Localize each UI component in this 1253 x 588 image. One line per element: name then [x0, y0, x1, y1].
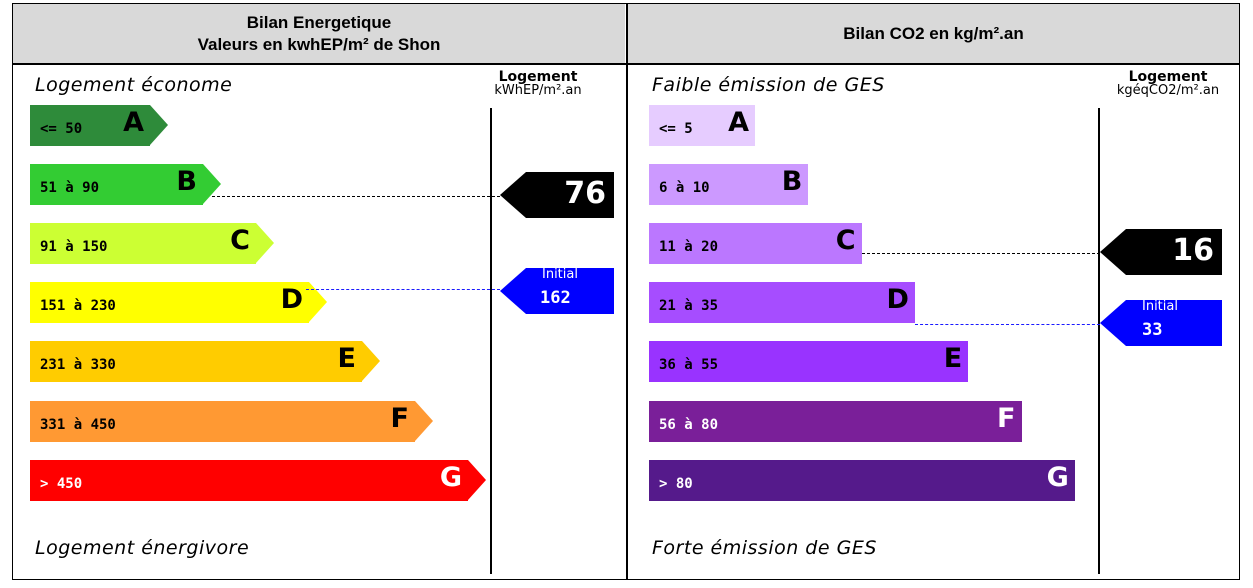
ges-band-range: 56 à 80 — [659, 417, 719, 433]
energy-header: Bilan Energetique Valeurs en kwhEP/m² de… — [13, 4, 625, 63]
energy-initial-marker: Initial 162 — [500, 267, 614, 314]
ges-band-f: 56 à 80 F — [649, 401, 1022, 442]
energy-band-arrow — [150, 105, 168, 145]
energy-band-range: 231 à 330 — [40, 357, 116, 373]
ges-band-e: 36 à 55 E — [649, 341, 969, 382]
energy-initial-value: 162 — [540, 288, 571, 308]
ges-column-unit: kgéqCO2/m².an — [1116, 83, 1220, 98]
ges-band-letter: G — [1046, 462, 1069, 493]
energy-band-letter: F — [390, 403, 409, 434]
energy-band-range: 91 à 150 — [40, 239, 108, 255]
ges-column-line — [1098, 108, 1100, 574]
energy-band-letter: C — [230, 225, 250, 256]
energy-band-c: 91 à 150 C — [30, 223, 274, 264]
header-separator — [12, 63, 1240, 65]
ges-initial-leader — [915, 324, 1100, 325]
ges-band-letter: B — [781, 166, 803, 197]
energy-band-range: 151 à 230 — [40, 298, 116, 314]
energy-band-arrow — [468, 460, 486, 500]
energy-top-label: Logement économe — [35, 74, 233, 96]
ges-band-letter: F — [997, 403, 1016, 434]
ges-band-b: 6 à 10 B — [649, 164, 809, 205]
ges-band-letter: C — [835, 225, 856, 256]
energy-current-marker: 76 — [500, 172, 614, 218]
ges-band-range: <= 5 — [659, 121, 693, 137]
ges-current-marker-tip — [1100, 229, 1126, 275]
energy-band-arrow — [309, 282, 327, 322]
ges-band-g: > 80 G — [649, 460, 1075, 501]
energy-band-a: <= 50 A — [30, 105, 168, 146]
ges-top-label: Faible émission de GES — [652, 74, 885, 96]
ges-band-letter: E — [943, 343, 963, 374]
ges-band-d: 21 à 35 D — [649, 282, 915, 323]
ges-column-head: Logement kgéqCO2/m².an — [1098, 70, 1238, 98]
energy-current-marker-tip — [500, 172, 526, 218]
energy-band-arrow — [203, 164, 221, 204]
energy-column-line — [490, 108, 492, 574]
ges-band-letter: D — [886, 284, 909, 315]
energy-band-range: > 450 — [40, 476, 83, 492]
energy-band-e: 231 à 330 E — [30, 341, 380, 382]
energy-initial-label: Initial — [542, 267, 578, 282]
energy-band-letter: G — [439, 462, 462, 493]
energy-band-range: 51 à 90 — [40, 180, 100, 196]
panel-divider — [626, 3, 628, 580]
energy-band-b: 51 à 90 B — [30, 164, 221, 205]
energy-current-value: 76 — [564, 176, 606, 211]
energy-header-unit: Valeurs en kwhEP/m² de Shon — [197, 34, 441, 54]
energy-bottom-label: Logement énergivore — [35, 537, 250, 559]
energy-initial-marker-tip — [500, 268, 526, 314]
ges-band-range: > 80 — [659, 476, 693, 492]
ges-initial-value: 33 — [1142, 320, 1163, 340]
energy-current-leader — [212, 196, 500, 197]
ges-initial-label: Initial — [1142, 299, 1178, 314]
ges-column-title: Logement — [1128, 69, 1208, 85]
energy-band-d: 151 à 230 D — [30, 282, 327, 323]
energy-band-letter: D — [280, 284, 303, 315]
energy-band-letter: B — [176, 166, 197, 197]
energy-column-title: Logement — [498, 69, 578, 85]
ges-bottom-label: Forte émission de GES — [652, 537, 877, 559]
ges-current-value: 16 — [1172, 233, 1214, 268]
ges-band-c: 11 à 20 C — [649, 223, 862, 264]
ges-current-marker: 16 — [1100, 229, 1222, 275]
energy-band-letter: A — [123, 107, 144, 138]
ges-current-leader — [862, 253, 1100, 254]
ges-band-range: 11 à 20 — [659, 239, 719, 255]
energy-band-letter: E — [337, 343, 356, 374]
energy-column-unit: kWhEP/m².an — [494, 83, 582, 98]
energy-column-head: Logement kWhEP/m².an — [478, 70, 598, 98]
ges-band-letter: A — [728, 107, 749, 138]
energy-band-arrow — [415, 401, 433, 441]
energy-band-g: > 450 G — [30, 460, 486, 501]
energy-band-range: 331 à 450 — [40, 417, 116, 433]
ges-band-range: 21 à 35 — [659, 298, 719, 314]
energy-initial-leader — [306, 289, 500, 290]
ges-header: Bilan CO2 en kg/m².an — [628, 4, 1239, 63]
ges-band-a: <= 5 A — [649, 105, 755, 146]
energy-band-arrow — [362, 341, 380, 381]
ges-header-title: Bilan CO2 en kg/m².an — [843, 23, 1024, 43]
energy-band-range: <= 50 — [40, 121, 83, 137]
energy-band-arrow — [256, 223, 274, 263]
energy-band-f: 331 à 450 F — [30, 401, 433, 442]
ges-initial-marker-tip — [1100, 300, 1126, 346]
ges-band-range: 36 à 55 — [659, 357, 719, 373]
energy-header-title: Bilan Energetique — [246, 12, 392, 32]
ges-band-range: 6 à 10 — [659, 180, 710, 196]
ges-initial-marker: Initial 33 — [1100, 299, 1222, 346]
